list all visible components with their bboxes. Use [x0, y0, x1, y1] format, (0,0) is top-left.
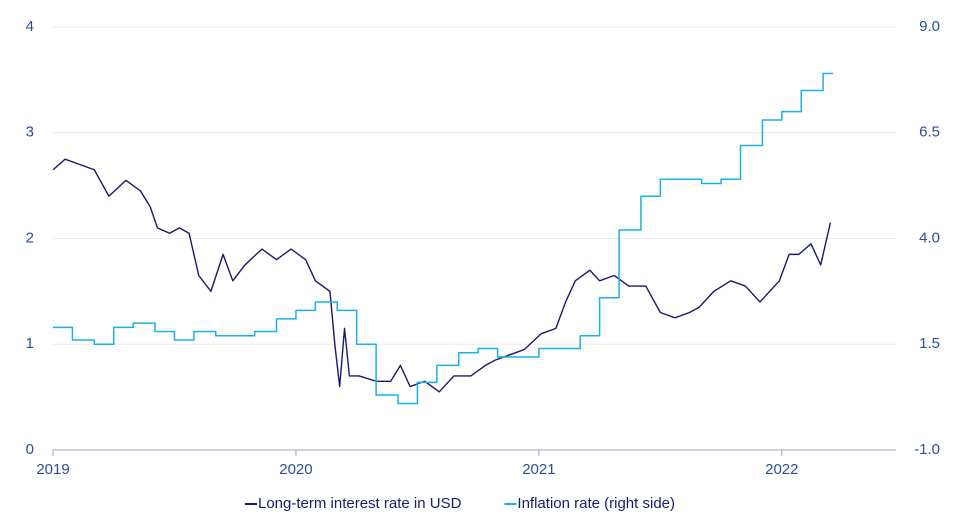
- y-tick-label: 4: [26, 18, 34, 35]
- x-tick-label: 2021: [522, 461, 555, 478]
- x-tick-label: 2019: [36, 461, 69, 478]
- series-line: [53, 72, 833, 405]
- y2-tick-label: 4.0: [919, 229, 940, 246]
- y2-tick-label: -1.0: [914, 441, 940, 458]
- legend-label: Long-term interest rate in USD: [258, 495, 462, 512]
- series-line: [52, 158, 832, 393]
- y-tick-label: 2: [26, 229, 34, 246]
- y2-tick-label: 1.5: [919, 335, 940, 352]
- y-tick-label: 3: [26, 124, 34, 141]
- y2-tick-label: 9.0: [919, 18, 940, 35]
- y-tick-label: 0: [26, 441, 34, 458]
- y-tick-label: 1: [26, 335, 34, 352]
- legend-label: Inflation rate (right side): [517, 495, 675, 512]
- legend: Long-term interest rate in USD Inflation …: [245, 495, 675, 512]
- y2-tick-label: 6.5: [919, 124, 940, 141]
- x-tick-label: 2022: [765, 461, 798, 478]
- x-tick-label: 2020: [279, 461, 312, 478]
